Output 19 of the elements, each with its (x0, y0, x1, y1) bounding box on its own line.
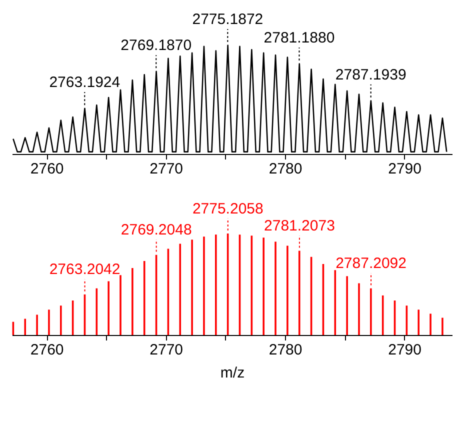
annotation: 2769.2048 (120, 222, 192, 239)
x-tick-label: 2780 (268, 160, 302, 178)
x-tick-label: 2790 (388, 160, 422, 178)
annotation: 2787.1939 (335, 66, 406, 84)
annotation: 2781.1880 (264, 29, 335, 46)
annotation: 2781.2073 (264, 218, 335, 235)
x-tick-label: 2760 (30, 342, 64, 358)
x-tick-label: 2770 (150, 342, 184, 358)
annotation: 2775.1872 (192, 10, 264, 28)
annotation: 2763.1924 (49, 74, 120, 91)
x-tick-label: 2770 (150, 160, 184, 178)
annotation: 2775.2058 (192, 200, 264, 218)
annotation: 2769.1870 (120, 36, 192, 54)
x-tick-label: 2780 (268, 342, 302, 358)
annotation: 2787.2092 (336, 255, 406, 272)
annotation: 2763.2042 (49, 261, 120, 278)
x-axis-title: m/z (220, 364, 245, 382)
x-tick-label: 2760 (30, 160, 64, 178)
x-tick-label: 2790 (388, 342, 422, 358)
